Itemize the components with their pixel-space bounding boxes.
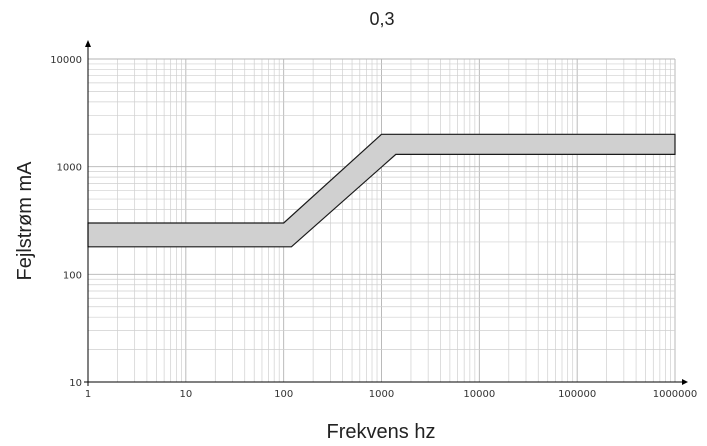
y-tick-label: 10: [69, 378, 82, 389]
x-tick-label: 100: [274, 389, 293, 400]
x-tick-label: 1: [85, 389, 91, 400]
x-tick-label: 100000: [558, 389, 596, 400]
x-tick-label: 10: [179, 389, 192, 400]
grid: [88, 58, 676, 382]
y-tick-label: 10000: [50, 55, 82, 66]
tolerance-band: [87, 133, 676, 248]
chart-title: 0,3: [369, 9, 394, 29]
y-axis-arrow: [85, 40, 91, 47]
x-tick-label: 1000000: [653, 389, 698, 400]
y-tick-label: 1000: [57, 163, 82, 174]
x-tick-label: 1000: [369, 389, 394, 400]
axes: [84, 40, 688, 386]
y-tick-labels: 10 100 1000 10000: [50, 55, 82, 389]
x-axis-arrow: [682, 379, 688, 385]
x-tick-label: 10000: [463, 389, 495, 400]
band: [87, 133, 676, 248]
x-axis-label: Frekvens hz: [327, 421, 436, 443]
y-axis-label: Fejlstrøm mA: [14, 161, 36, 281]
x-tick-labels: 1 10 100 1000 10000 100000 1000000: [85, 389, 697, 400]
y-tick-label: 100: [63, 270, 82, 281]
